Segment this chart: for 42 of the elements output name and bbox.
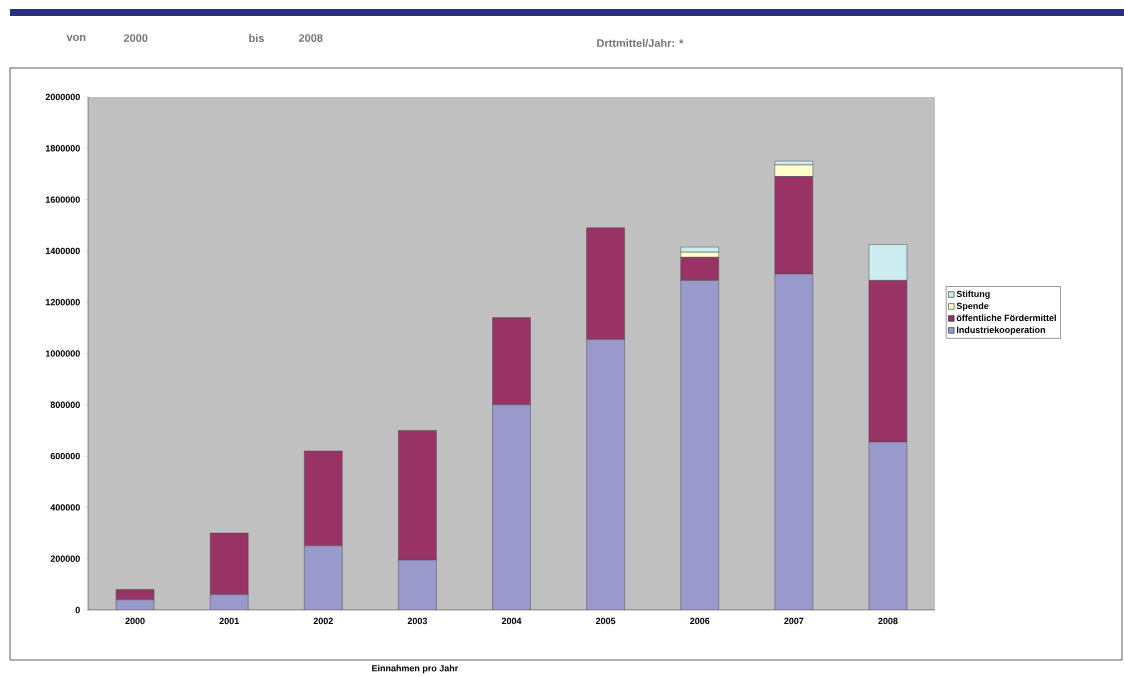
x-tick-label: 2004 xyxy=(501,617,522,625)
text: bis xyxy=(249,33,264,43)
y-tick-label: 1800000 xyxy=(45,145,80,152)
x-tick-label: 2001 xyxy=(219,617,239,625)
x-tick-label: 2002 xyxy=(313,617,333,625)
y-tick-label: 1000000 xyxy=(45,350,80,357)
bar xyxy=(680,280,719,610)
y-tick-label: 2000000 xyxy=(45,93,80,101)
x-tick-label: 2008 xyxy=(878,617,898,625)
bar xyxy=(774,273,814,610)
y-tick-label: 1400000 xyxy=(45,247,80,255)
x-tick-label: 2007 xyxy=(784,617,804,625)
chart-title: Drttmittel/Jahr: * xyxy=(597,38,684,48)
bar xyxy=(304,545,343,610)
x-tick-label: 2000 xyxy=(125,617,145,625)
bar xyxy=(209,532,249,595)
legend-label: Stiftung xyxy=(956,290,990,299)
x-tick-label: 2005 xyxy=(595,617,616,625)
bar xyxy=(304,450,343,547)
y-tick-label: 0 xyxy=(75,606,80,614)
bar xyxy=(586,339,625,610)
bar xyxy=(868,441,908,610)
text: 2000 xyxy=(123,34,148,42)
y-tick-label: 200000 xyxy=(50,555,80,562)
legend-label: Spende xyxy=(956,302,989,311)
x-tick-label: 2006 xyxy=(690,617,710,625)
legend-label: Industriekooperation xyxy=(956,326,1045,335)
legend-label: öffentliche Fördermittel xyxy=(956,314,1056,322)
bar xyxy=(680,246,719,253)
y-tick-label: 1200000 xyxy=(45,299,80,306)
bar xyxy=(492,404,531,610)
y-tick-label: 800000 xyxy=(50,401,80,408)
text: 2008 xyxy=(298,34,323,42)
bar xyxy=(398,430,437,561)
x-tick-label: 2003 xyxy=(407,617,428,625)
x-axis-title: Einnahmen pro Jahr xyxy=(372,664,459,674)
y-tick-label: 400000 xyxy=(50,504,80,511)
y-tick-label: 1600000 xyxy=(45,196,80,203)
bar xyxy=(492,317,531,406)
bar xyxy=(398,559,437,610)
y-tick-label: 600000 xyxy=(50,452,80,460)
text: von xyxy=(66,34,86,42)
